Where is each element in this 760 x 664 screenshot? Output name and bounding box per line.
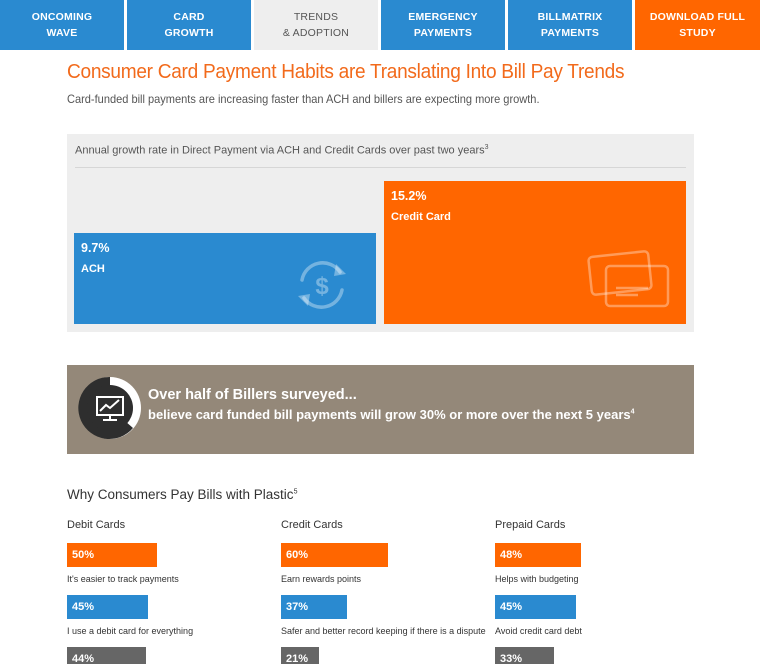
tab-label-line2: Growth xyxy=(164,27,214,39)
tab-label-line1: Trends xyxy=(293,11,339,23)
stat-bar: 45% xyxy=(495,595,576,619)
tab-label-line1: Download Full xyxy=(649,11,746,23)
chart-caption: Annual growth rate in Direct Payment via… xyxy=(75,144,489,157)
stat-bar: 37% xyxy=(281,595,347,619)
ach-bar: 9.7% ACH $ xyxy=(74,233,376,324)
stat-bar: 48% xyxy=(495,543,581,567)
svg-text:$: $ xyxy=(315,273,329,300)
stat-reason: I use a debit card for everything xyxy=(67,626,194,636)
page-subtitle: Card-funded bill payments are increasing… xyxy=(67,92,540,106)
tab-label-line2: Study xyxy=(679,27,716,39)
column-heading: Debit Cards xyxy=(67,519,126,531)
tab-label-line1: BillMatrix xyxy=(537,11,603,23)
top-nav: Oncoming Wave Card Growth Trends & Adopt… xyxy=(0,0,760,50)
tab-label-line2: Wave xyxy=(46,27,78,39)
stat-reason: Helps with budgeting xyxy=(495,574,579,584)
tab-label-line2: Payments xyxy=(413,27,473,39)
credit-card-value: 15.2% xyxy=(391,189,427,203)
tab-emergency-payments[interactable]: Emergency Payments xyxy=(381,0,505,50)
chart-caption-text: Annual growth rate in Direct Payment via… xyxy=(75,144,485,157)
growth-chart-panel: Annual growth rate in Direct Payment via… xyxy=(67,134,694,332)
tab-card-growth[interactable]: Card Growth xyxy=(127,0,251,50)
why-footnote: 5 xyxy=(293,488,298,496)
stat-bar: 21% xyxy=(281,647,319,664)
column-heading: Prepaid Cards xyxy=(495,519,566,531)
stat-bar: 60% xyxy=(281,543,388,567)
ach-label: ACH xyxy=(81,263,105,275)
tab-billmatrix-payments[interactable]: BillMatrix Payments xyxy=(508,0,632,50)
chart-divider xyxy=(75,167,686,168)
chart-caption-footnote: 3 xyxy=(484,144,489,151)
credit-card-label: Credit Card xyxy=(391,211,451,223)
tab-oncoming-wave[interactable]: Oncoming Wave xyxy=(0,0,124,50)
stat-reason: It's easier to track payments xyxy=(67,574,179,584)
billers-survey-banner: Over half of Billers surveyed... believe… xyxy=(67,365,694,454)
stat-reason: Avoid credit card debt xyxy=(495,626,582,636)
credit-card-bar: 15.2% Credit Card xyxy=(384,181,686,324)
tab-download-full-study[interactable]: Download Full Study xyxy=(635,0,760,50)
tab-label-line2: & Adoption xyxy=(282,27,350,39)
tab-label-line1: Card xyxy=(173,11,205,23)
banner-body: believe card funded bill payments will g… xyxy=(148,407,635,422)
column-heading: Credit Cards xyxy=(281,519,343,531)
credit-cards-icon xyxy=(587,250,670,308)
tab-label-line1: Emergency xyxy=(408,11,478,23)
why-section-title: Why Consumers Pay Bills with Plastic5 xyxy=(67,487,297,502)
prepaid-cards-column: Prepaid Cards 48% Helps with budgeting 4… xyxy=(495,519,695,664)
monitor-trend-icon xyxy=(78,376,141,439)
page-title: Consumer Card Payment Habits are Transla… xyxy=(67,60,625,83)
stat-bar: 44% xyxy=(67,647,146,664)
why-title-text: Why Consumers Pay Bills with Plastic xyxy=(67,487,294,502)
credit-cards-column: Credit Cards 60% Earn rewards points 37%… xyxy=(281,519,486,664)
tab-trends-adoption[interactable]: Trends & Adoption xyxy=(254,0,378,50)
banner-body-text: believe card funded bill payments will g… xyxy=(148,407,631,422)
stat-bar: 33% xyxy=(495,647,554,664)
stat-bar: 50% xyxy=(67,543,157,567)
stat-reason: Earn rewards points xyxy=(281,574,362,584)
banner-headline: Over half of Billers surveyed... xyxy=(148,387,357,403)
stat-reason: Safer and better record keeping if there… xyxy=(281,626,486,636)
stat-bar: 45% xyxy=(67,595,148,619)
tab-label-line2: Payments xyxy=(540,27,600,39)
dollar-cycle-icon: $ xyxy=(298,261,346,309)
tab-label-line1: Oncoming xyxy=(31,11,93,23)
debit-cards-column: Debit Cards 50% It's easier to track pay… xyxy=(67,519,267,664)
ach-value: 9.7% xyxy=(81,241,110,255)
banner-footnote: 4 xyxy=(630,408,635,416)
